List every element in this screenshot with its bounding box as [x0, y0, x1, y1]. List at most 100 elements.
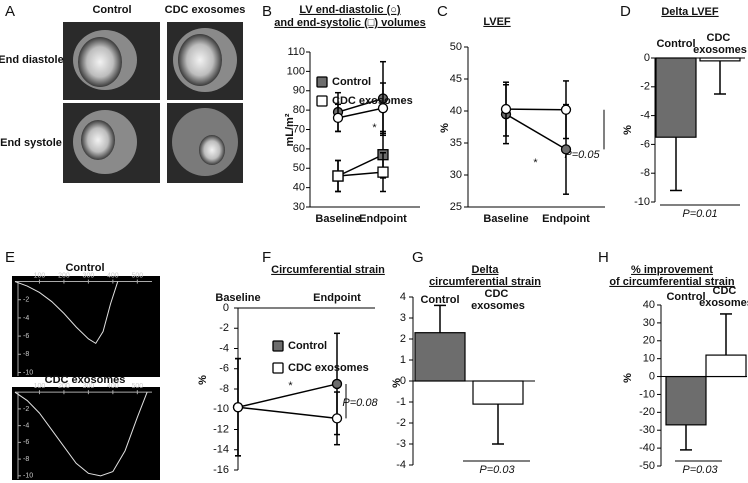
y-tick-label: 50 — [450, 41, 462, 53]
y-tick-label: -1 — [396, 396, 406, 408]
x-tick-label: 100 — [34, 383, 46, 390]
y-axis-label: % — [622, 373, 634, 383]
y-tick-label: -2 — [396, 417, 406, 429]
category-label: Baseline — [483, 213, 528, 225]
plot-background — [12, 387, 160, 480]
annotation: * — [372, 122, 377, 134]
panel-letter: A — [5, 3, 15, 20]
annotation: P=0.03 — [682, 464, 718, 476]
y-tick-label: 45 — [450, 73, 462, 85]
y-tick-label: -6 — [219, 363, 229, 375]
x-tick-label: 400 — [107, 272, 119, 279]
y-tick-label: -30 — [639, 424, 655, 436]
y-tick-label: -2 — [219, 322, 229, 334]
x-tick-label: 400 — [107, 383, 119, 390]
mri-image — [199, 135, 225, 165]
series-line — [337, 107, 384, 119]
legend-swatch — [316, 76, 328, 88]
y-tick-label: 70 — [293, 123, 305, 135]
bar — [705, 354, 747, 378]
series-line — [505, 113, 567, 151]
x-tick-label: 500 — [131, 383, 143, 390]
y-tick-label: -8 — [23, 351, 29, 358]
point — [331, 378, 343, 390]
series-line — [337, 97, 384, 113]
bar — [665, 375, 707, 426]
panel-letter: E — [5, 249, 15, 266]
panel-letter: F — [262, 249, 271, 266]
annotation: P=0.01 — [682, 208, 717, 220]
legend-swatch — [316, 95, 328, 107]
y-tick-label: -4 — [396, 459, 406, 471]
y-tick-label: 0 — [400, 375, 406, 387]
chart-title: LVEF — [483, 16, 511, 28]
legend-swatch — [272, 340, 284, 352]
category-label: Baseline — [315, 213, 360, 225]
row-label: End diastole — [0, 54, 64, 66]
y-tick-label: -40 — [639, 442, 655, 454]
panel-letter: C — [437, 3, 448, 20]
mri-image — [178, 34, 222, 86]
row-label: End systole — [0, 137, 62, 149]
plot-title: Control — [65, 262, 104, 274]
y-tick-label: -20 — [639, 406, 655, 418]
chart-title: Delta LVEF — [661, 6, 719, 18]
y-tick-label: -14 — [213, 444, 229, 456]
y-tick-label: 50 — [293, 162, 305, 174]
y-tick-label: -10 — [23, 369, 33, 376]
y-tick-label: -10 — [634, 196, 650, 208]
y-tick-label: -4 — [640, 110, 650, 122]
bar — [414, 332, 466, 382]
category-label: Endpoint — [542, 213, 590, 225]
y-tick-label: -3 — [396, 438, 406, 450]
annotation: * — [533, 157, 538, 169]
series-line — [237, 383, 338, 408]
y-tick-label: -4 — [219, 342, 229, 354]
y-tick-label: 30 — [450, 169, 462, 181]
legend-swatch — [272, 362, 284, 374]
y-tick-label: 0 — [644, 52, 650, 64]
x-tick-label: 300 — [83, 383, 95, 390]
y-tick-label: 40 — [450, 105, 462, 117]
y-tick-label: 0 — [649, 370, 655, 382]
category-label: Baseline — [215, 292, 260, 304]
chart-title: Delta — [472, 264, 500, 276]
y-tick-label: 0 — [223, 302, 229, 314]
category-label: Control — [420, 294, 459, 306]
category-label: Endpoint — [313, 292, 361, 304]
category-label: Control — [666, 291, 705, 303]
chart-title: LV end-diastolic (○) — [299, 4, 401, 16]
y-tick-label: -10 — [639, 388, 655, 400]
annotation: P=0.08 — [342, 397, 378, 409]
series-line — [337, 154, 384, 177]
y-axis-label: % — [197, 375, 209, 385]
y-tick-label: 25 — [450, 201, 462, 213]
series-line — [237, 406, 338, 420]
chart-title: and end-systolic (□) volumes — [274, 17, 426, 29]
y-tick-label: 60 — [293, 143, 305, 155]
y-tick-label: -2 — [640, 81, 650, 93]
y-tick-label: 1 — [400, 354, 406, 366]
panel-letter: D — [620, 3, 631, 20]
point — [232, 402, 244, 413]
y-tick-label: -6 — [640, 138, 650, 150]
x-tick-label: 500 — [131, 272, 143, 279]
point — [331, 413, 343, 424]
category-label: Control — [656, 38, 695, 50]
y-tick-label: -50 — [639, 460, 655, 472]
legend-label: CDC exosomes — [332, 95, 413, 107]
series-line — [337, 171, 384, 177]
y-tick-label: -8 — [640, 167, 650, 179]
point — [377, 103, 389, 114]
chart-title: Circumferential strain — [271, 264, 385, 276]
point — [332, 112, 344, 124]
y-axis-label: % — [622, 125, 634, 135]
y-tick-label: -10 — [23, 473, 33, 480]
y-tick-label: 110 — [287, 46, 305, 58]
bar — [699, 57, 741, 62]
y-tick-label: -4 — [23, 315, 29, 322]
y-tick-label: 100 — [287, 65, 305, 77]
y-tick-label: 30 — [293, 201, 305, 213]
y-tick-label: 20 — [643, 335, 655, 347]
legend-label: Control — [332, 76, 371, 88]
